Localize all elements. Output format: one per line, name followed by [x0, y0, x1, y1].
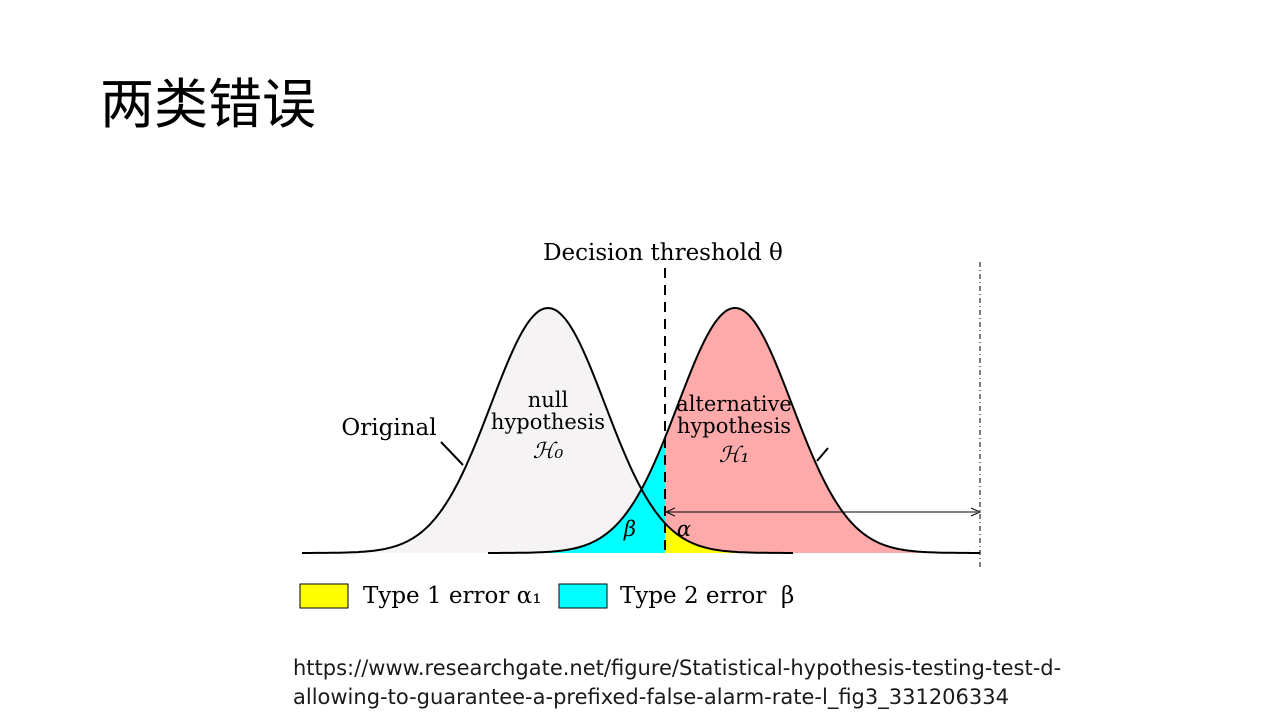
slide-title: 两类错误: [100, 73, 316, 136]
alt-hypothesis-symbol: ℋ₁: [719, 443, 750, 468]
legend-label-type2: Type 2 error β: [620, 583, 794, 609]
beta-mark: β: [623, 517, 636, 541]
null-distribution-curve: [302, 306, 793, 554]
alt-label-line1: alternative: [676, 392, 792, 416]
alpha-mark: α: [677, 517, 691, 541]
legend-swatch-type1: [299, 583, 349, 609]
source-url-line1: https://www.researchgate.net/figure/Stat…: [293, 656, 1062, 680]
arrow-head-right: [970, 507, 982, 517]
null-hypothesis-symbol: ℋ₀: [533, 439, 564, 464]
alt-label-line2: hypothesis: [677, 414, 791, 438]
source-url-line2: allowing-to-guarantee-a-prefixed-false-a…: [293, 685, 1009, 709]
original-label: Original: [341, 415, 436, 441]
type-2-error-region: [488, 437, 665, 553]
null-hypothesis-area: [302, 308, 793, 553]
threshold-label: Decision threshold θ: [543, 240, 783, 266]
legend-label-type1: Type 1 error α₁: [363, 583, 541, 609]
source-url[interactable]: https://www.researchgate.net/figure/Stat…: [293, 654, 1193, 712]
alternative-distribution-curve: [488, 307, 980, 554]
legend-swatch-type2: [558, 583, 608, 609]
alternative-hypothesis-area: [665, 308, 980, 553]
arrow-head-left: [664, 507, 676, 517]
original-pointer-tick: [440, 441, 464, 466]
null-label-line2: hypothesis: [491, 410, 605, 434]
alternative-tick: [816, 447, 829, 462]
null-label-line1: null: [528, 388, 569, 412]
